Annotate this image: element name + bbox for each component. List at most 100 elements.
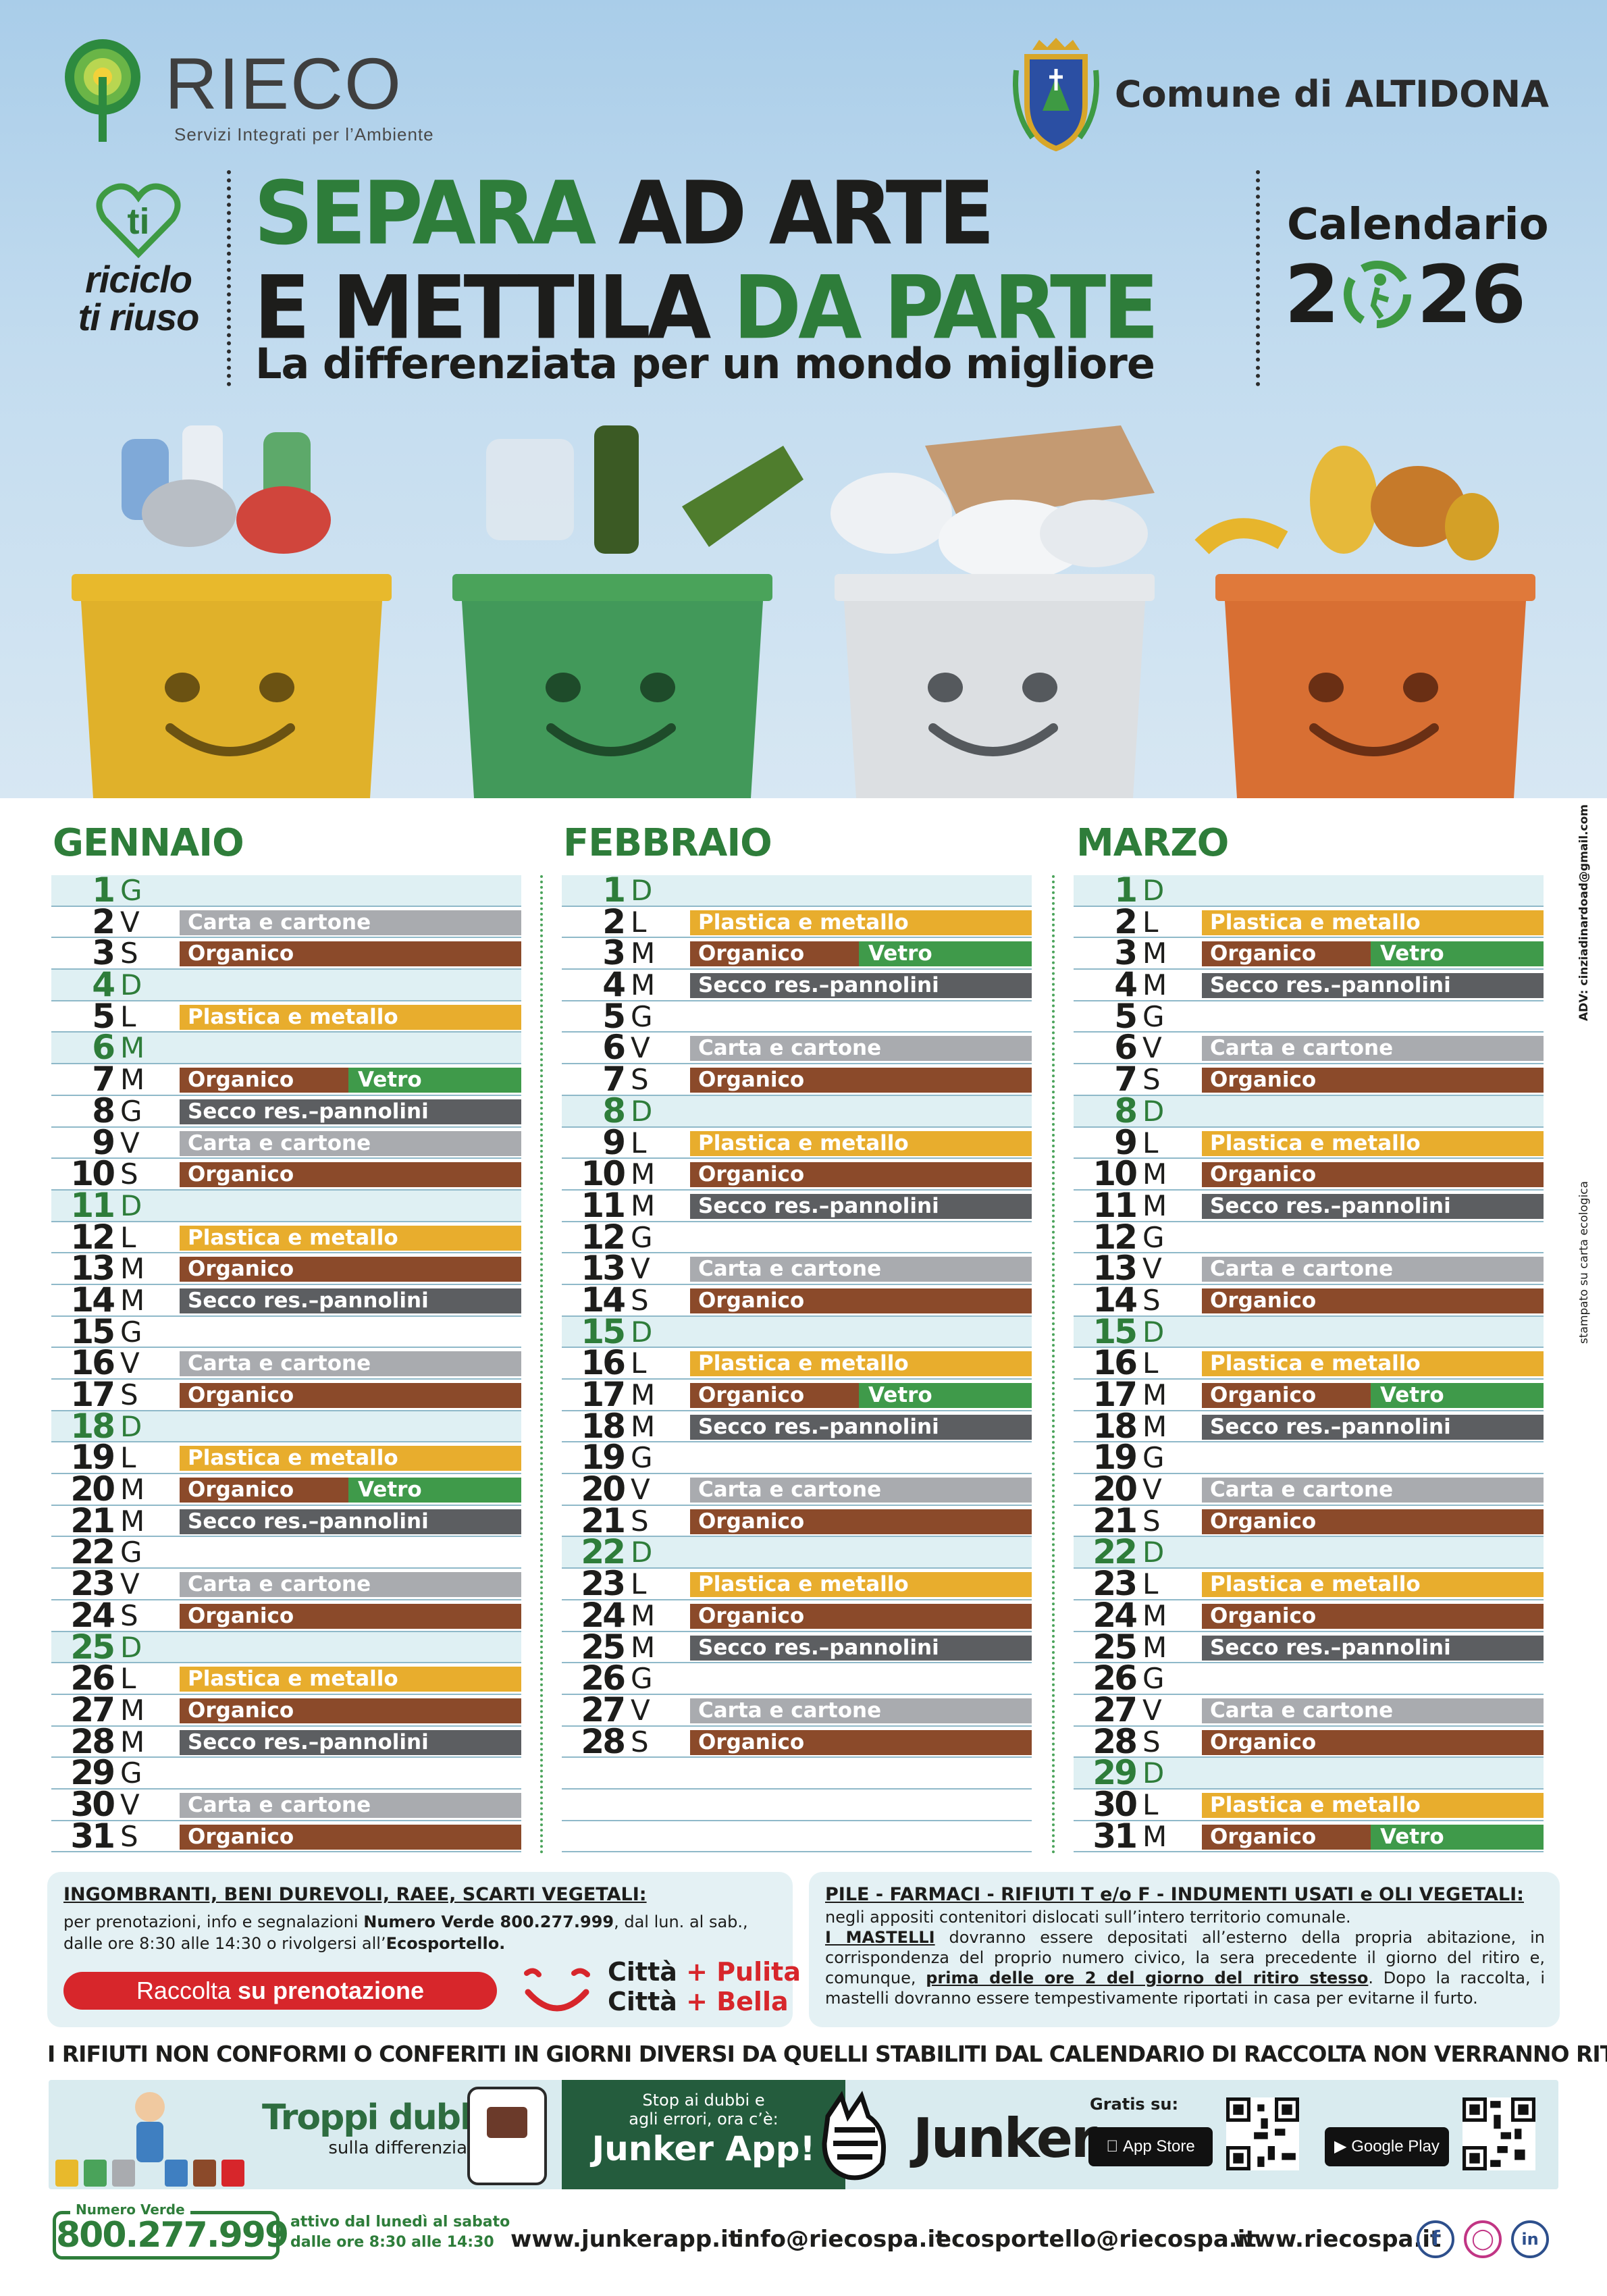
qr-code-google-play[interactable] [1463, 2097, 1535, 2170]
collection-plastica: Plastica e metallo [1202, 1351, 1544, 1377]
day-of-week: V [1142, 1693, 1162, 1727]
ti-badge-line2: riciclo [85, 258, 192, 301]
collection-organico: Organico [690, 1288, 1032, 1313]
day-of-week: S [120, 1157, 138, 1191]
day-row: 20 M Organico Vetro [51, 1472, 521, 1506]
day-number: 20 [1092, 1469, 1138, 1509]
citta-slogan: Città + Pulita Città + Bella [608, 1957, 801, 2016]
yellow-bin-icon [72, 425, 392, 798]
day-row: 29 G [51, 1756, 521, 1790]
day-of-week: V [120, 905, 140, 939]
day-of-week: L [631, 1126, 647, 1159]
collection-carta: Carta e cartone [1202, 1257, 1544, 1282]
day-number: 10 [1092, 1154, 1138, 1194]
info-text-part: , dal lun. al sab., [614, 1912, 748, 1931]
day-row: 22 G [51, 1535, 521, 1569]
day-of-week: L [1142, 1126, 1159, 1159]
day-of-week: M [631, 1157, 656, 1191]
day-of-week: M [1142, 1378, 1167, 1411]
day-number: 19 [581, 1438, 626, 1478]
day-row: 20 V Carta e cartone [1074, 1469, 1544, 1509]
brand-subtitle: Servizi Integrati per l’Ambiente [174, 124, 434, 145]
collection-carta: Carta e cartone [690, 1036, 1032, 1062]
day-row: 14 S Organico [562, 1283, 1032, 1317]
facebook-icon[interactable]: f [1417, 2220, 1454, 2258]
link-info-email[interactable]: info@riecospa.it [736, 2226, 947, 2253]
collection-organico: Organico [1202, 1288, 1544, 1313]
google-play-button[interactable]: ▶ Google Play [1325, 2127, 1449, 2166]
link-riecospa[interactable]: www.riecospa.it [1233, 2226, 1442, 2253]
calendar-word: Calendario [1287, 200, 1549, 250]
numero-verde-number[interactable]: 800.277.999 [53, 2211, 289, 2260]
ti-riciclo-badge: ti riciclo ti riuso [68, 180, 209, 362]
day-row: 26 G [562, 1661, 1032, 1695]
day-row: 27 V Carta e cartone [562, 1693, 1032, 1727]
linkedin-icon[interactable]: in [1511, 2220, 1549, 2258]
day-row: 24 M Organico [1074, 1595, 1544, 1635]
day-number: 3 [602, 933, 626, 973]
collection-plastica: Plastica e metallo [690, 1351, 1032, 1377]
calendar-year: 2 26 [1284, 254, 1526, 335]
recycle-person-icon [1344, 261, 1412, 328]
day-row: 9 V Carta e cartone [51, 1126, 521, 1159]
day-row: 17 S Organico [51, 1378, 521, 1411]
day-row: 14 M Secco res.–pannolini [51, 1283, 521, 1317]
day-number: 7 [92, 1060, 115, 1099]
day-number: 15 [1092, 1311, 1138, 1351]
header-banner: RIECO Servizi Integrati per l’Ambiente C… [0, 0, 1607, 798]
day-number: 6 [92, 1028, 115, 1068]
day-row: 13 M Organico [51, 1251, 521, 1285]
collection-organico: Organico [690, 1383, 859, 1408]
collection-vetro: Vetro [1371, 1824, 1544, 1850]
day-row: 15 D [562, 1315, 1032, 1349]
raccolta-prenotazione-button[interactable]: Raccolta su prenotazione [63, 1972, 497, 2010]
day-row: 12 L Plastica e metallo [51, 1220, 521, 1254]
hours-line1: attivo dal lunedì al sabato [290, 2214, 510, 2230]
collection-secco: Secco res.–pannolini [690, 973, 1032, 999]
day-number: 30 [70, 1784, 115, 1824]
day-of-week: D [1142, 1315, 1165, 1349]
day-row: 16 L Plastica e metallo [1074, 1346, 1544, 1380]
day-number: 5 [602, 996, 626, 1036]
link-junkerapp[interactable]: www.junkerapp.it [510, 2226, 740, 2253]
comune-block: Comune di ALTIDONA [1012, 36, 1549, 151]
day-number: 8 [92, 1091, 115, 1130]
day-row: 12 G [1074, 1217, 1544, 1257]
day-row: 4 M Secco res.–pannolini [562, 968, 1032, 1001]
day-of-week: V [1142, 1252, 1162, 1286]
day-row: 14 S Organico [1074, 1283, 1544, 1317]
day-number: 1 [602, 870, 626, 910]
day-row: 11 D [51, 1189, 521, 1222]
day-row: 22 D [562, 1535, 1032, 1569]
day-number: 17 [581, 1375, 626, 1414]
link-ecosportello-email[interactable]: ecosportello@riecospa.it [936, 2226, 1257, 2253]
headline: SEPARA AD ARTE E METTILA DA PARTE [254, 166, 1159, 355]
day-of-week: G [120, 1756, 142, 1790]
day-of-week: D [1142, 1756, 1165, 1790]
collection-organico: Organico [690, 1509, 1032, 1534]
day-row: 23 L Plastica e metallo [1074, 1567, 1544, 1600]
collection-secco: Secco res.–pannolini [1202, 1635, 1544, 1661]
info-text-part: negli appositi contenitori dislocati sul… [825, 1908, 1351, 1927]
day-row: 27 M Organico [51, 1693, 521, 1727]
qr-code-app-store[interactable] [1226, 2097, 1299, 2170]
collection-organico: Organico [1202, 1383, 1371, 1408]
kid-with-bins-icon [55, 2092, 244, 2187]
day-number: 12 [1092, 1217, 1138, 1257]
adv-label: ADV: [1577, 985, 1591, 1021]
day-row: 18 M Secco res.–pannolini [562, 1409, 1032, 1443]
day-number: 16 [581, 1343, 626, 1383]
day-row: 6 V Carta e cartone [1074, 1030, 1544, 1064]
info-phone[interactable]: Numero Verde 800.277.999 [363, 1912, 614, 1931]
instagram-icon[interactable]: ◯ [1464, 2220, 1502, 2258]
day-number: 30 [1092, 1784, 1138, 1824]
day-number: 21 [70, 1501, 115, 1540]
app-store-button[interactable]:  App Store [1088, 2127, 1213, 2166]
collection-secco: Secco res.–pannolini [1202, 973, 1544, 999]
day-number: 24 [1092, 1595, 1138, 1635]
collection-organico: Organico [1202, 1603, 1544, 1629]
